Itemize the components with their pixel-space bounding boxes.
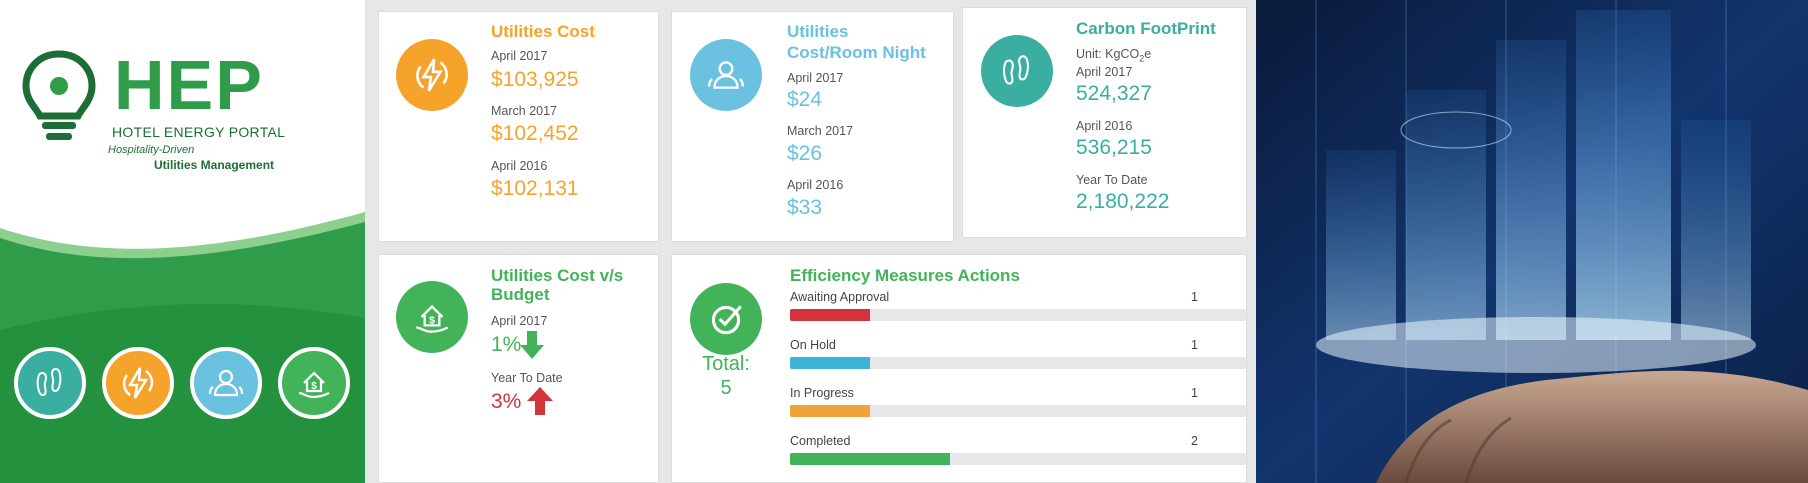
room-night-badge — [690, 39, 762, 111]
arrow-up-icon — [527, 387, 553, 415]
holographic-city-illustration — [1256, 0, 1808, 483]
progress-fill — [790, 357, 870, 369]
carbon-footprint-card[interactable]: Carbon FootPrint Unit: KgCO2e April 2017… — [962, 7, 1247, 238]
progress-track — [790, 309, 1246, 321]
progress-fill — [790, 405, 870, 417]
period-label: April 2016 — [1076, 119, 1133, 133]
module-nav: $ — [14, 347, 354, 419]
efficiency-label: Completed — [790, 434, 851, 448]
svg-text:$: $ — [311, 381, 317, 392]
efficiency-row-on-hold[interactable]: On Hold 1 — [790, 338, 1246, 369]
hep-logo[interactable]: HEP HOTEL ENERGY PORTAL Hospitality-Driv… — [22, 50, 322, 180]
logo-tagline-strong: Utilities Management — [154, 158, 275, 172]
efficiency-count: 1 — [1191, 386, 1198, 400]
period-label: April 2017 — [1076, 65, 1133, 79]
budget-card[interactable]: $ Utilities Cost v/s Budget April 2017 1… — [378, 254, 659, 483]
logo-subtitle: HOTEL ENERGY PORTAL — [112, 124, 286, 140]
budget-home-icon: $ — [298, 371, 330, 399]
users-icon — [708, 61, 744, 89]
budget-percent: 1% — [491, 333, 522, 356]
cost-value: $33 — [787, 196, 823, 219]
svg-text:$: $ — [429, 314, 435, 326]
cost-value: $24 — [787, 88, 823, 111]
card-title-line1: Utilities — [787, 22, 849, 41]
progress-track — [790, 453, 1246, 465]
efficiency-count: 2 — [1191, 434, 1198, 448]
card-title-line2: Budget — [491, 285, 550, 304]
hero-image-holographic-city — [1256, 0, 1808, 483]
efficiency-row-completed[interactable]: Completed 2 — [790, 434, 1246, 465]
period-label: April 2017 — [787, 71, 844, 85]
progress-fill — [790, 453, 950, 465]
period-label: April 2017 — [491, 314, 548, 328]
efficiency-badge — [690, 283, 762, 355]
nav-carbon-button[interactable] — [14, 347, 86, 419]
carbon-value: 536,215 — [1076, 136, 1152, 159]
progress-track — [790, 357, 1246, 369]
carbon-value: 2,180,222 — [1076, 190, 1170, 213]
efficiency-row-awaiting[interactable]: Awaiting Approval 1 — [790, 290, 1246, 321]
total-value: 5 — [720, 377, 732, 399]
brand-panel: HEP HOTEL ENERGY PORTAL Hospitality-Driv… — [0, 0, 365, 483]
green-wave-background — [0, 212, 365, 483]
progress-track — [790, 405, 1246, 417]
efficiency-count: 1 — [1191, 338, 1198, 352]
users-icon — [208, 369, 244, 397]
logo-tagline: Hospitality-Driven — [108, 144, 195, 156]
total-label: Total: — [702, 353, 750, 375]
card-title-line1: Utilities Cost v/s — [491, 266, 624, 285]
cost-value: $26 — [787, 142, 823, 165]
arrow-down-icon — [520, 331, 544, 359]
lightbulb-logo-icon — [22, 50, 96, 140]
period-label: Year To Date — [1076, 173, 1148, 187]
efficiency-count: 1 — [1191, 290, 1198, 304]
footprint-icon — [36, 367, 62, 397]
carbon-value: 524,327 — [1076, 82, 1152, 105]
logo-wordmark: HEP — [114, 46, 264, 124]
efficiency-label: Awaiting Approval — [790, 290, 890, 304]
period-label: April 2016 — [787, 178, 844, 192]
nav-utilities-cost-button[interactable] — [102, 347, 174, 419]
efficiency-label: In Progress — [790, 386, 854, 400]
lightning-icon — [416, 58, 448, 92]
lightning-icon — [122, 367, 154, 399]
card-title: Carbon FootPrint — [1076, 19, 1216, 38]
card-title: Utilities Cost — [491, 22, 595, 41]
budget-badge: $ — [396, 281, 468, 353]
efficiency-label: On Hold — [790, 338, 836, 352]
progress-fill — [790, 309, 870, 321]
room-night-card[interactable]: Utilities Cost/Room Night April 2017 $24… — [671, 11, 954, 242]
period-label: Year To Date — [491, 371, 563, 385]
nav-budget-button[interactable]: $ — [278, 347, 350, 419]
period-label: April 2017 — [491, 49, 548, 63]
carbon-badge — [981, 35, 1053, 107]
period-label: March 2017 — [787, 124, 854, 138]
card-title: Efficiency Measures Actions — [790, 266, 1020, 285]
utilities-cost-card[interactable]: Utilities Cost April 2017 $103,925 March… — [378, 11, 659, 242]
efficiency-row-in-progress[interactable]: In Progress 1 — [790, 386, 1246, 417]
utilities-cost-badge — [396, 39, 468, 111]
cost-value: $102,452 — [491, 122, 579, 145]
period-label: April 2016 — [491, 159, 548, 173]
check-circle-icon — [711, 305, 742, 335]
budget-percent: 3% — [491, 390, 522, 413]
period-label: March 2017 — [491, 104, 558, 118]
card-title-line2: Cost/Room Night — [787, 43, 926, 62]
unit-label: Unit: KgCO2e — [1076, 47, 1152, 64]
footprint-icon — [1002, 55, 1029, 85]
nav-room-night-button[interactable] — [190, 347, 262, 419]
cost-value: $103,925 — [491, 68, 579, 91]
budget-home-icon: $ — [416, 304, 449, 333]
cost-value: $102,131 — [491, 177, 579, 200]
